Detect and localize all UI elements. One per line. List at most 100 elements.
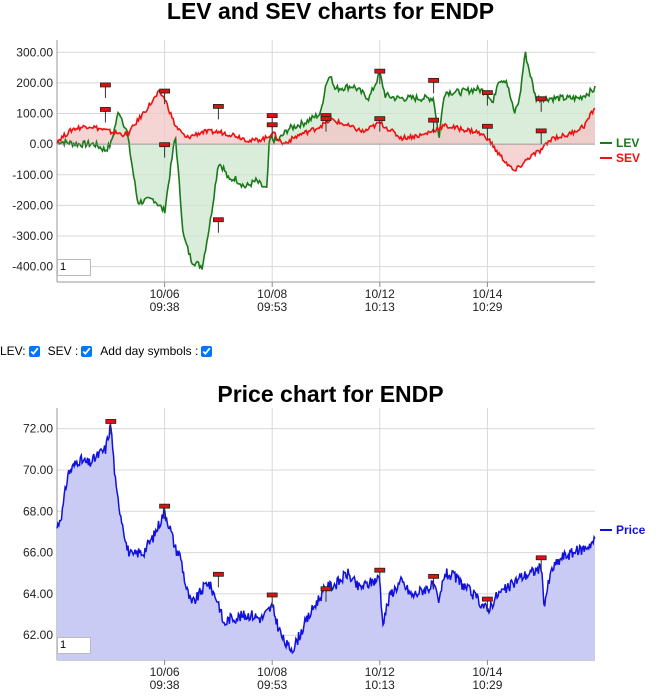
day-marker: [212, 571, 224, 588]
day-marker-flag: [320, 116, 332, 122]
x-tick-time: 10:29: [472, 678, 502, 692]
day-marker: [428, 573, 440, 590]
y-tick-label: -100.00: [12, 168, 53, 182]
day-marker-flag: [159, 88, 171, 94]
day-marker: [320, 586, 332, 602]
x-tick-date: 10/12: [365, 665, 395, 679]
day-marker: [374, 68, 386, 85]
day-marker-flag: [266, 113, 278, 118]
day-symbols-checkbox[interactable]: [201, 345, 213, 357]
day-marker-flag: [535, 96, 547, 102]
day-marker-flag: [374, 68, 386, 74]
day-marker: [159, 142, 171, 158]
day-marker-flag: [481, 123, 493, 129]
day-symbols-toggle[interactable]: Add day symbols :: [100, 344, 215, 358]
day-marker-flag: [535, 555, 547, 561]
day-marker: [266, 122, 278, 138]
day-marker-flag: [212, 103, 224, 109]
x-tick-date: 10/08: [257, 665, 287, 679]
x-tick-date: 10/06: [150, 665, 180, 679]
day-marker: [481, 90, 493, 106]
x-tick-time: 10:13: [365, 678, 395, 692]
lev-toggle[interactable]: LEV:: [0, 344, 43, 358]
x-tick-date: 10/12: [365, 287, 395, 301]
x-tick-time: 10:29: [472, 300, 502, 314]
sev-toggle-label: SEV :: [47, 344, 79, 358]
y-tick-label: 68.00: [23, 504, 53, 518]
lev-sev-chart-title: LEV and SEV charts for ENDP: [166, 0, 495, 24]
day-marker: [481, 596, 493, 613]
day-marker-flag: [266, 592, 278, 598]
day-marker-flag: [159, 503, 171, 509]
day-marker-flag: [428, 77, 440, 83]
sev-checkbox[interactable]: [81, 345, 93, 357]
day-marker-flag: [481, 596, 493, 602]
day-marker-flag: [105, 419, 117, 424]
y-tick-label: -200.00: [12, 198, 53, 212]
lev-zoom-input[interactable]: 1: [57, 259, 91, 276]
day-marker: [374, 567, 386, 584]
y-tick-label: 200.00: [16, 76, 53, 90]
price-zoom-input[interactable]: 1: [57, 637, 91, 654]
day-marker-flag: [100, 82, 111, 88]
y-tick-label: 70.00: [23, 463, 53, 477]
day-marker: [212, 217, 224, 233]
lev-sev-chart[interactable]: 300.00 200.00 100.00 0.00 -100.00 -200.00 -300…: [0, 0, 661, 340]
price-area: [57, 424, 595, 660]
x-tick-time: 09:38: [150, 300, 180, 314]
lev-line[interactable]: [56, 51, 596, 270]
day-marker-flag: [481, 90, 493, 96]
day-marker: [428, 77, 440, 94]
chart-controls: LEV: SEV : Add day symbols :: [0, 344, 220, 358]
x-tick-date: 10/14: [472, 665, 502, 679]
day-marker: [159, 88, 171, 105]
y-tick-label: 300.00: [16, 45, 53, 59]
day-marker: [535, 96, 547, 112]
day-marker-flag: [374, 116, 386, 122]
day-marker-flag: [159, 142, 171, 148]
y-tick-label: -300.00: [12, 229, 53, 243]
x-tick-date: 10/08: [257, 287, 287, 301]
day-marker-flag: [100, 107, 111, 112]
day-marker: [105, 419, 117, 435]
sev-toggle[interactable]: SEV :: [48, 344, 96, 358]
x-tick-date: 10/06: [150, 287, 180, 301]
y-tick-label: 66.00: [23, 546, 53, 560]
lev-toggle-label: LEV:: [0, 344, 26, 358]
day-marker: [535, 128, 547, 144]
x-tick-time: 10:13: [365, 300, 395, 314]
day-marker: [100, 107, 111, 123]
x-tick-time: 09:38: [150, 678, 180, 692]
day-marker: [159, 503, 171, 520]
day-marker: [374, 116, 386, 132]
y-tick-label: -400.00: [12, 260, 53, 274]
day-marker-flag: [212, 571, 224, 577]
y-tick-label: 62.00: [23, 628, 53, 642]
legend-label-price: Price: [616, 523, 646, 537]
day-marker: [212, 103, 224, 120]
x-tick-date: 10/14: [472, 287, 502, 301]
day-marker: [266, 592, 278, 608]
price-chart-title: Price chart for ENDP: [217, 381, 444, 407]
y-tick-label: 100.00: [16, 107, 53, 121]
day-marker: [100, 82, 111, 98]
day-marker-flag: [535, 128, 547, 134]
day-symbols-label: Add day symbols :: [100, 344, 199, 358]
lev-checkbox[interactable]: [28, 345, 40, 357]
day-marker-flag: [428, 117, 440, 123]
day-marker-flag: [374, 567, 386, 573]
day-marker: [481, 123, 493, 140]
day-marker: [535, 555, 547, 571]
lev-area: [57, 51, 595, 270]
y-tick-label: 64.00: [23, 587, 53, 601]
day-marker-flag: [212, 217, 224, 223]
day-marker-flag: [320, 586, 332, 592]
y-tick-label: 72.00: [23, 422, 53, 436]
day-marker-flag: [266, 122, 278, 128]
legend-label-lev: LEV: [616, 136, 639, 150]
day-marker: [428, 117, 440, 134]
x-tick-time: 09:53: [257, 300, 287, 314]
y-tick-label: 0.00: [30, 137, 54, 151]
day-marker: [320, 116, 332, 132]
